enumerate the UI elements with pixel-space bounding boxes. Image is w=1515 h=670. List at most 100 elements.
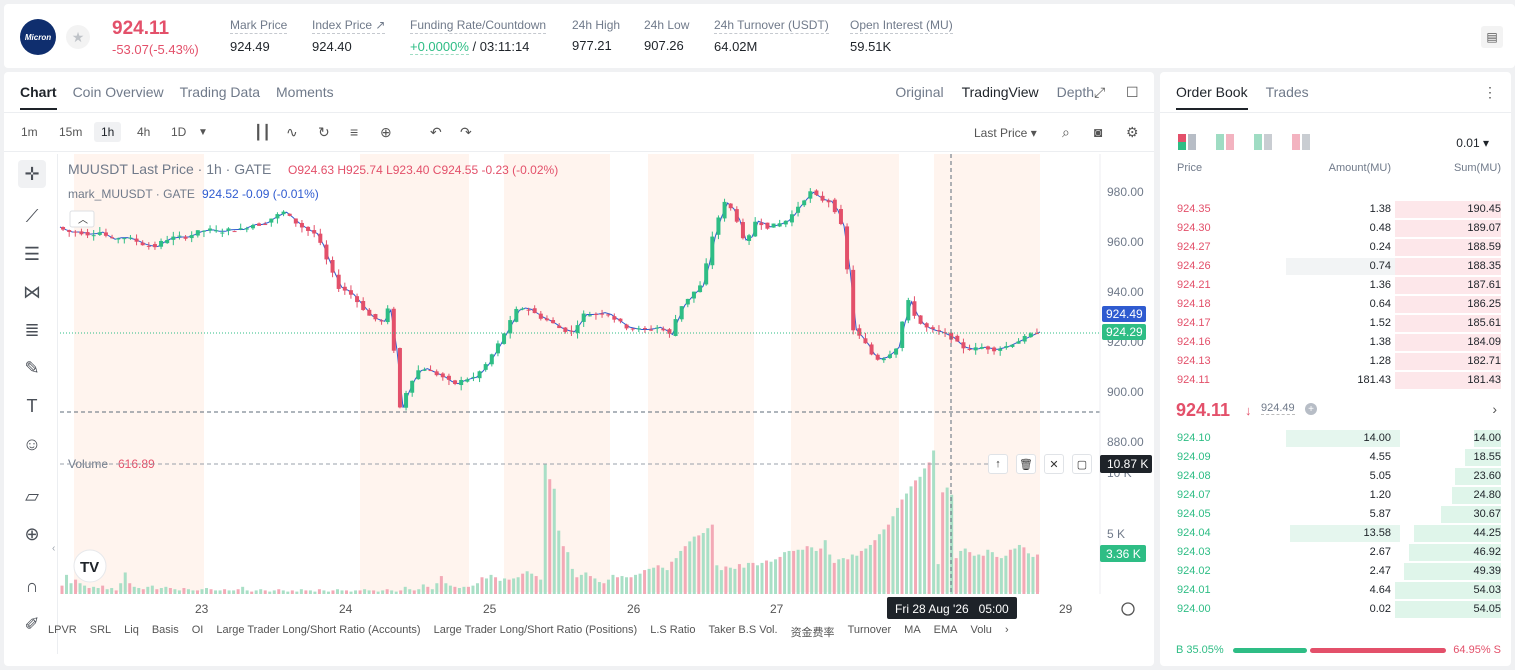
brush-icon[interactable]: ✎ bbox=[24, 357, 40, 378]
ask-row[interactable]: 924.13 1.28 182.71 bbox=[1160, 352, 1511, 371]
mode-both-icon[interactable] bbox=[1178, 134, 1196, 150]
indicator-tab[interactable]: 资金费率 bbox=[790, 627, 835, 639]
bid-row[interactable]: 924.01 4.64 54.03 bbox=[1160, 581, 1511, 600]
indicators-icon[interactable]: ∿ bbox=[286, 124, 298, 140]
view-depth[interactable]: Depth bbox=[1056, 84, 1094, 100]
bid-row[interactable]: 924.04 13.58 44.25 bbox=[1160, 524, 1511, 543]
tab-chart[interactable]: Chart bbox=[20, 84, 57, 110]
book-icon[interactable]: ▤ bbox=[1481, 26, 1503, 48]
fullscreen-icon[interactable]: ☐ bbox=[1126, 84, 1139, 100]
stat-open-interest[interactable]: Open Interest (MU) 59.51K bbox=[850, 18, 953, 54]
indicator-tab[interactable]: SRL bbox=[89, 624, 112, 636]
search-icon[interactable]: ⌕ bbox=[1062, 124, 1070, 140]
ask-row[interactable]: 924.27 0.24 188.59 bbox=[1160, 238, 1511, 257]
settings-gear-icon[interactable]: ⚙ bbox=[1126, 124, 1139, 140]
camera-icon[interactable]: ◙ bbox=[1094, 124, 1103, 140]
bid-row[interactable]: 924.10 14.00 14.00 bbox=[1160, 429, 1511, 448]
tab-trading-data[interactable]: Trading Data bbox=[179, 84, 261, 100]
stat-mark-price[interactable]: Mark Price 924.49 bbox=[230, 18, 288, 54]
zoom-in-icon[interactable]: ⊕ bbox=[24, 523, 40, 544]
timeframe-dropdown-icon[interactable]: ▼ bbox=[198, 127, 208, 138]
delete-icon[interactable]: 🗑 bbox=[1016, 454, 1036, 474]
ask-row[interactable]: 924.17 1.52 185.61 bbox=[1160, 314, 1511, 333]
candle-type-icon[interactable]: ┃┃ bbox=[254, 124, 271, 140]
indicator-tab[interactable]: Large Trader Long/Short Ratio (Positions… bbox=[433, 624, 638, 636]
chart-settings-icon[interactable] bbox=[1121, 602, 1135, 616]
text-tool-icon[interactable]: T bbox=[26, 395, 38, 416]
view-tradingview[interactable]: TradingView bbox=[961, 84, 1039, 100]
price-type-select[interactable]: Last Price ▾ bbox=[974, 126, 1037, 140]
ruler-icon[interactable]: ▱ bbox=[25, 485, 39, 506]
indicator-tab[interactable]: Large Trader Long/Short Ratio (Accounts) bbox=[216, 624, 421, 636]
magnet-icon[interactable]: ∩ bbox=[25, 575, 39, 596]
legend-collapse-button[interactable] bbox=[69, 210, 95, 228]
indicator-tab[interactable]: EMA bbox=[933, 624, 958, 636]
ask-row[interactable]: 924.26 0.74 188.35 bbox=[1160, 257, 1511, 276]
indicator-tab[interactable]: MA bbox=[904, 624, 921, 636]
mode-mixed-icon[interactable] bbox=[1216, 134, 1234, 150]
move-up-icon[interactable]: ↑ bbox=[988, 454, 1008, 474]
bid-row[interactable]: 924.05 5.87 30.67 bbox=[1160, 505, 1511, 524]
stat-24h-turnover[interactable]: 24h Turnover (USDT) 64.02M bbox=[714, 18, 829, 54]
favorite-star-icon[interactable]: ★ bbox=[66, 25, 90, 49]
mode-bids-icon[interactable] bbox=[1254, 134, 1272, 150]
more-options-icon[interactable]: ⋮ bbox=[1483, 84, 1497, 100]
redo-icon[interactable]: ↷ bbox=[460, 124, 472, 140]
fib-lines-icon[interactable]: ☰ bbox=[23, 243, 41, 264]
collapse-icon[interactable]: ✕ bbox=[1044, 454, 1064, 474]
bid-row[interactable]: 924.00 0.02 54.05 bbox=[1160, 600, 1511, 619]
timeframe-1d[interactable]: 1D bbox=[171, 125, 187, 139]
sidebar-toggle-icon[interactable]: ‹ bbox=[52, 543, 55, 554]
tab-coin-overview[interactable]: Coin Overview bbox=[72, 84, 164, 100]
indicator-tab[interactable]: Turnover bbox=[847, 624, 892, 636]
bid-row[interactable]: 924.08 5.05 23.60 bbox=[1160, 467, 1511, 486]
timeframe-1h[interactable]: 1h bbox=[94, 122, 122, 142]
timeframe-1m[interactable]: 1m bbox=[21, 125, 38, 139]
ask-row[interactable]: 924.18 0.64 186.25 bbox=[1160, 295, 1511, 314]
indicator-tab[interactable]: LPVR bbox=[48, 624, 77, 636]
indicator-tab[interactable]: OI bbox=[191, 624, 204, 636]
bid-row[interactable]: 924.03 2.67 46.92 bbox=[1160, 543, 1511, 562]
templates-icon[interactable]: ≡ bbox=[350, 124, 359, 140]
volume-bar bbox=[1004, 555, 1008, 594]
indicator-tab[interactable]: Basis bbox=[151, 624, 179, 636]
indicator-tab[interactable]: Liq bbox=[124, 624, 139, 636]
indicator-tab[interactable]: L.S Ratio bbox=[650, 624, 696, 636]
bid-row[interactable]: 924.07 1.20 24.80 bbox=[1160, 486, 1511, 505]
chevron-right-icon[interactable]: › bbox=[1492, 401, 1497, 417]
bid-row[interactable]: 924.02 2.47 49.39 bbox=[1160, 562, 1511, 581]
crosshair-icon[interactable]: ✛ bbox=[18, 160, 46, 188]
view-original[interactable]: Original bbox=[895, 84, 944, 100]
ask-row[interactable]: 924.11 181.43 181.43 bbox=[1160, 371, 1511, 390]
maximize-pane-icon[interactable]: ▢ bbox=[1072, 454, 1092, 474]
expand-icon[interactable]: ⤢ bbox=[1094, 84, 1106, 100]
ask-row[interactable]: 924.16 1.38 184.09 bbox=[1160, 333, 1511, 352]
tab-moments[interactable]: Moments bbox=[276, 84, 334, 100]
tab-order-book[interactable]: Order Book bbox=[1176, 84, 1248, 110]
trend-line-icon[interactable]: ⟋ bbox=[25, 205, 39, 226]
info-icon[interactable]: + bbox=[1305, 403, 1317, 415]
volume-bar bbox=[819, 548, 823, 594]
ask-row[interactable]: 924.35 1.38 190.45 bbox=[1160, 200, 1511, 219]
bid-row[interactable]: 924.09 4.55 18.55 bbox=[1160, 448, 1511, 467]
prediction-icon[interactable]: ≣ bbox=[24, 319, 40, 340]
ask-row[interactable]: 924.30 0.48 189.07 bbox=[1160, 219, 1511, 238]
stat-funding-rate[interactable]: Funding Rate/Countdown +0.0000% / 03:11:… bbox=[410, 18, 547, 55]
compare-icon[interactable]: ↻ bbox=[318, 124, 330, 140]
tab-trades[interactable]: Trades bbox=[1265, 84, 1309, 100]
timeframe-4h[interactable]: 4h bbox=[137, 125, 151, 139]
indicator-tab[interactable]: Volu bbox=[970, 624, 992, 636]
mode-asks-icon[interactable] bbox=[1292, 134, 1310, 150]
emoji-icon[interactable]: ☺ bbox=[22, 433, 42, 454]
tick-size-select[interactable]: 0.01 ▾ bbox=[1456, 136, 1489, 150]
stat-index-price[interactable]: Index Price ↗ 924.40 bbox=[312, 18, 386, 54]
ask-row[interactable]: 924.21 1.36 187.61 bbox=[1160, 276, 1511, 295]
timeframe-15m[interactable]: 15m bbox=[59, 125, 83, 139]
undo-icon[interactable]: ↶ bbox=[430, 124, 442, 140]
chevron-right-icon[interactable]: › bbox=[1004, 624, 1009, 636]
pattern-icon[interactable]: ⋈ bbox=[23, 281, 41, 302]
lock-drawing-icon[interactable]: ✐ bbox=[24, 613, 40, 634]
indicator-tab[interactable]: Taker B.S Vol. bbox=[708, 624, 778, 636]
add-indicator-icon[interactable]: ⊕ bbox=[380, 124, 392, 140]
